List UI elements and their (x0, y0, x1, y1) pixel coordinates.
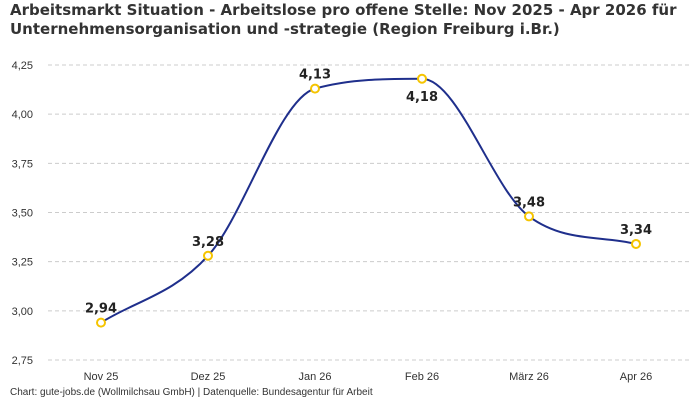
data-point[interactable] (631, 238, 641, 249)
data-point[interactable] (96, 317, 106, 328)
source-note: Chart: gute-jobs.de (Wollmilchsau GmbH) … (10, 387, 373, 398)
x-tick-label: Feb 26 (405, 371, 439, 383)
data-points (96, 73, 641, 328)
x-tick-label: Jan 26 (298, 371, 331, 383)
x-tick-label: Dez 25 (191, 371, 226, 383)
grid-lines (48, 64, 690, 361)
data-label: 3,48 (513, 195, 545, 210)
y-tick-label: 3,00 (12, 306, 33, 318)
data-label: 4,13 (299, 68, 331, 83)
series-line-layer (100, 77, 637, 324)
y-tick-label: 4,00 (12, 109, 33, 121)
x-tick-label: Nov 25 (84, 371, 119, 383)
data-point[interactable] (310, 83, 320, 94)
y-axis-ticks: 2,75 3,00 3,25 3,50 3,75 4,00 4,25 (12, 60, 33, 367)
data-label: 4,18 (406, 90, 438, 105)
data-label: 3,34 (620, 223, 652, 238)
x-tick-label: März 26 (509, 371, 549, 383)
y-tick-label: 4,25 (12, 60, 33, 72)
y-tick-label: 3,75 (12, 158, 33, 170)
data-labels: 2,94 3,28 4,13 4,18 3,48 3,34 (85, 68, 652, 317)
y-tick-label: 2,75 (12, 355, 33, 367)
x-axis-ticks: Nov 25 Dez 25 Jan 26 Feb 26 März 26 Apr 26 (84, 371, 653, 383)
data-label: 2,94 (85, 302, 117, 317)
data-point[interactable] (203, 250, 213, 261)
data-point[interactable] (417, 73, 427, 84)
y-tick-label: 3,50 (12, 208, 33, 220)
x-tick-label: Apr 26 (620, 371, 652, 383)
y-tick-label: 3,25 (12, 257, 33, 269)
chart-title: Arbeitsmarkt Situation - Arbeitslose pro… (10, 1, 677, 38)
data-label: 3,28 (192, 235, 224, 250)
data-point[interactable] (524, 211, 534, 222)
series-line (100, 77, 637, 324)
